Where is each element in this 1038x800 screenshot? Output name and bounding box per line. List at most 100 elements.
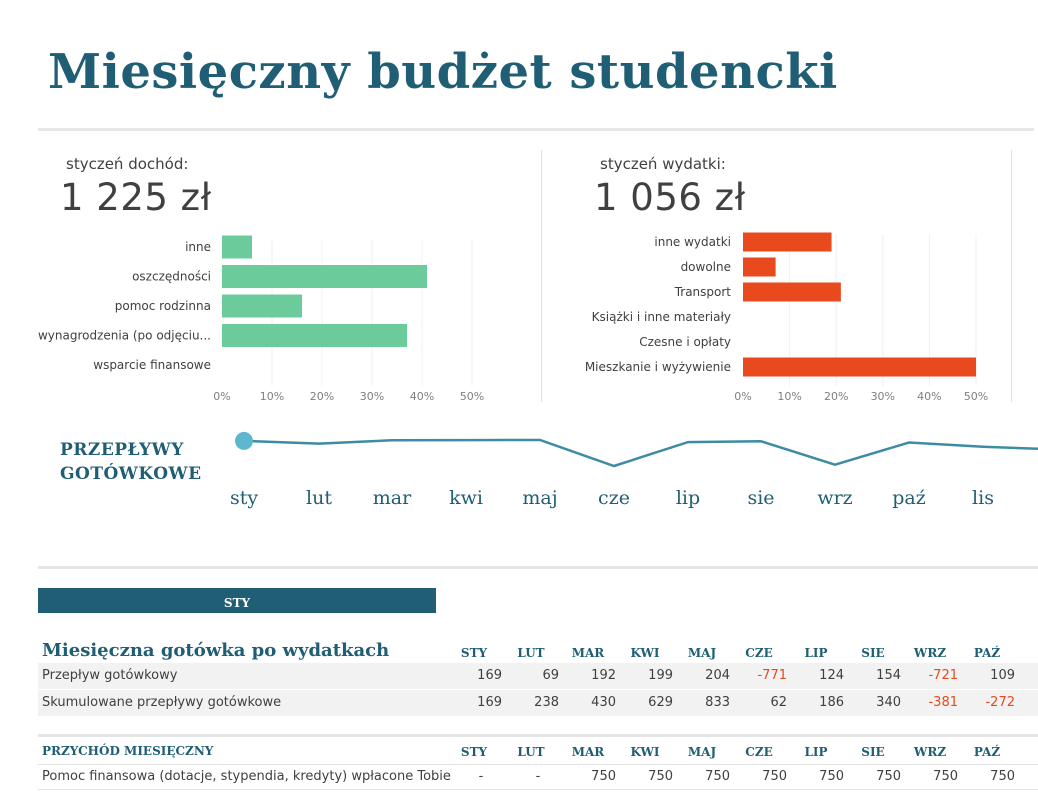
- income-chart-category-label: inne: [185, 240, 211, 254]
- expense-chart-category-label: Transport: [674, 285, 732, 299]
- expense-chart-tick-label: 10%: [777, 390, 801, 403]
- monthly-cash-title: Miesięczna gotówka po wydatkach: [42, 640, 390, 661]
- cashflow-month-label: lip: [676, 487, 700, 509]
- expense-chart-tick-label: 50%: [964, 390, 988, 403]
- table-cell: 199: [648, 668, 673, 683]
- cashflow-title-line2: GOTÓWKOWE: [60, 464, 202, 484]
- table-cell: 750: [705, 769, 730, 784]
- row-label: Skumulowane przepływy gotówkowe: [42, 695, 282, 710]
- cashflow-month-label: paź: [892, 487, 926, 509]
- table-cell: 750: [876, 769, 901, 784]
- table-cell: 109: [990, 668, 1015, 683]
- cashflow-month-label: cze: [598, 487, 630, 509]
- income-chart-tick-label: 10%: [260, 390, 284, 403]
- chart-divider: [541, 150, 542, 402]
- expense-chart-tick-label: 40%: [917, 390, 941, 403]
- table-cell: 750: [591, 769, 616, 784]
- cashflow-month-label: sty: [230, 487, 258, 509]
- cashflow-month-label: maj: [522, 487, 557, 509]
- table-cell: 169: [477, 695, 502, 710]
- column-header: LIP: [804, 646, 828, 660]
- column-header: MAR: [571, 745, 605, 759]
- cashflow-month-label: lut: [306, 487, 332, 509]
- column-header: KWI: [630, 745, 660, 759]
- section-divider: [38, 734, 1038, 737]
- column-header: KWI: [630, 646, 660, 660]
- table-row-bg: [38, 690, 1038, 716]
- table-cell: 124: [819, 668, 844, 683]
- cashflow-title-line1: PRZEPŁYWY: [60, 440, 184, 460]
- table-cell: -: [478, 769, 484, 784]
- table-cell: 192: [591, 668, 616, 683]
- table-cell: 833: [705, 695, 730, 710]
- cashflow-month-label: mar: [373, 487, 412, 509]
- table-cell: 69: [542, 668, 559, 683]
- income-chart-category-label: wynagrodzenia (po odjęciu...: [38, 329, 211, 343]
- table-cell: 340: [876, 695, 901, 710]
- column-header: PAŹ: [973, 646, 1001, 660]
- table-cell: -381: [928, 695, 958, 710]
- column-header: LUT: [517, 646, 545, 660]
- expenses-label: styczeń wydatki:: [600, 155, 726, 173]
- expense-chart-bar: [743, 257, 776, 277]
- cashflow-month-label: sie: [747, 487, 774, 509]
- column-header: CZE: [745, 646, 773, 660]
- table-cell: 750: [990, 769, 1015, 784]
- tab-sty[interactable]: STY: [38, 588, 436, 613]
- title-divider: [38, 128, 1034, 131]
- table-cell: -272: [985, 695, 1015, 710]
- income-chart-tick-label: 0%: [213, 390, 230, 403]
- income-chart-category-label: wsparcie finansowe: [93, 358, 211, 372]
- column-header: MAJ: [687, 745, 717, 759]
- row-label: Przepływ gotówkowy: [42, 668, 178, 683]
- table-cell: -: [535, 769, 541, 784]
- column-header: MAR: [571, 646, 605, 660]
- expense-chart-bar: [743, 282, 841, 302]
- cashflow-month-label: wrz: [817, 487, 852, 509]
- chart-divider-right: [1011, 150, 1012, 402]
- table-cell: 238: [534, 695, 559, 710]
- income-chart-category-label: pomoc rodzinna: [115, 299, 211, 313]
- expense-chart-bar: [743, 232, 832, 252]
- income-chart-category-label: oszczędności: [132, 270, 211, 284]
- table-cell: 154: [876, 668, 901, 683]
- column-header: LUT: [517, 745, 545, 759]
- income-chart-bar: [222, 324, 407, 347]
- table-cell: 204: [705, 668, 730, 683]
- expense-chart-tick-label: 0%: [734, 390, 751, 403]
- expense-chart-category-label: inne wydatki: [654, 235, 731, 249]
- column-header: WRZ: [913, 646, 947, 660]
- column-header: WRZ: [913, 745, 947, 759]
- cashflow-marker: [235, 431, 253, 450]
- row-divider: [38, 789, 1038, 790]
- table-cell: 169: [477, 668, 502, 683]
- expense-chart-tick-label: 20%: [824, 390, 848, 403]
- income-chart-tick-label: 20%: [310, 390, 334, 403]
- table-cell: 430: [591, 695, 616, 710]
- column-header: LIP: [804, 745, 828, 759]
- section-divider: [38, 566, 1038, 569]
- table-cell: 750: [819, 769, 844, 784]
- table-cell: 750: [762, 769, 787, 784]
- income-section-title: PRZYCHÓD MIESIĘCZNY: [42, 744, 214, 758]
- table-cell: 62: [770, 695, 787, 710]
- cashflow-line: [243, 438, 1038, 468]
- expenses-value: 1 056 zł: [594, 176, 746, 219]
- column-header: PAŹ: [973, 745, 1001, 759]
- cashflow-month-label: kwi: [449, 487, 483, 509]
- cashflow-title: PRZEPŁYWY GOTÓWKOWE: [60, 438, 202, 486]
- column-header: STY: [460, 646, 488, 660]
- page-title: Miesięczny budżet studencki: [48, 44, 838, 100]
- income-chart-tick-label: 50%: [460, 390, 484, 403]
- cashflow-month-label: lis: [972, 487, 994, 509]
- income-chart-bar: [222, 235, 252, 259]
- table-cell: -721: [928, 668, 958, 683]
- column-header: SIE: [861, 646, 885, 660]
- income-value: 1 225 zł: [60, 176, 212, 219]
- income-chart-bar: [222, 294, 302, 318]
- table-cell: 750: [648, 769, 673, 784]
- income-chart-bar: [222, 265, 427, 288]
- table-cell: 629: [648, 695, 673, 710]
- table-cell: 186: [819, 695, 844, 710]
